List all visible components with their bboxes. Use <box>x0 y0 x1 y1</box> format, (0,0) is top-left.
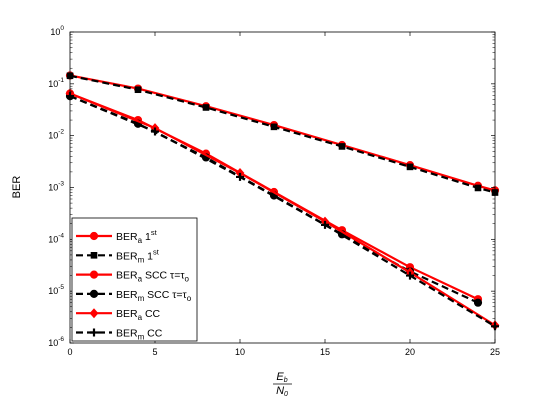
legend-entry-5: BERa CC <box>76 308 161 322</box>
data-point <box>473 298 483 307</box>
y-tick-label: 10-3 <box>48 181 64 193</box>
legend-marker <box>90 328 98 337</box>
y-tick-label: 10-4 <box>48 232 64 244</box>
x-label-den: N <box>276 385 284 397</box>
legend-entry-3: BERa SCC τ=τo <box>76 270 189 284</box>
series-line <box>69 95 496 328</box>
data-point <box>406 163 414 171</box>
svg-text:Eb: Eb <box>276 371 287 384</box>
data-point <box>236 172 244 181</box>
data-point <box>338 143 346 150</box>
legend-marker <box>89 270 99 279</box>
data-point <box>202 104 210 111</box>
y-axis-label: BER <box>11 176 23 199</box>
data-point <box>134 86 142 94</box>
x-label-num: E <box>276 371 284 383</box>
x-label-den-sub: 0 <box>284 391 288 398</box>
legend-marker <box>89 308 99 319</box>
x-axis: 0 5 10 15 20 25 <box>67 32 500 357</box>
legend-label: BERa 1st <box>116 228 158 245</box>
y-tick-label: 10-5 <box>48 284 64 296</box>
series-layer <box>65 71 500 331</box>
x-tick-label: 5 <box>152 347 157 357</box>
series-line <box>69 74 496 194</box>
svg-text:N0: N0 <box>276 385 288 398</box>
x-tick-label: 15 <box>320 347 330 357</box>
data-point <box>151 127 159 136</box>
x-axis-label: Eb N0 <box>273 371 292 398</box>
series-line <box>69 92 496 327</box>
data-point <box>321 220 329 229</box>
legend-entry-2: BERm 1st <box>76 247 160 264</box>
x-tick-label: 20 <box>405 347 415 357</box>
x-tick-label: 10 <box>235 347 245 357</box>
x-tick-label: 0 <box>67 347 72 357</box>
legend-entry-1: BERa 1st <box>76 228 158 245</box>
data-point <box>474 184 482 192</box>
y-tick-label: 10-1 <box>48 77 64 89</box>
y-tick-label: 10-6 <box>48 336 64 348</box>
legend-label: BERa CC <box>116 308 161 322</box>
data-point <box>270 123 278 131</box>
legend-marker <box>89 289 99 298</box>
legend-entry-4: BERm SCC τ=τo <box>76 289 192 303</box>
series-line <box>69 74 496 192</box>
data-point <box>406 271 414 280</box>
legend-label: BERa SCC τ=τo <box>116 270 189 284</box>
legend-label: BERm SCC τ=τo <box>116 289 192 303</box>
legend-label: BERm CC <box>116 328 163 342</box>
legend-entry-6: BERm CC <box>76 328 163 342</box>
legend: BERa 1st BERm 1st BERa SCC τ=τo BERm SCC τ=… <box>71 217 198 342</box>
y-tick-label: 100 <box>50 25 64 37</box>
y-axis: 100 10-1 10-2 10-3 10-4 10-5 10-6 <box>48 25 495 348</box>
x-label-num-sub: b <box>284 377 288 384</box>
legend-marker <box>89 231 99 241</box>
y-tick-label: 10-2 <box>48 129 64 141</box>
legend-label: BERm 1st <box>116 247 160 264</box>
legend-marker <box>90 252 98 259</box>
x-tick-label: 25 <box>490 347 500 357</box>
